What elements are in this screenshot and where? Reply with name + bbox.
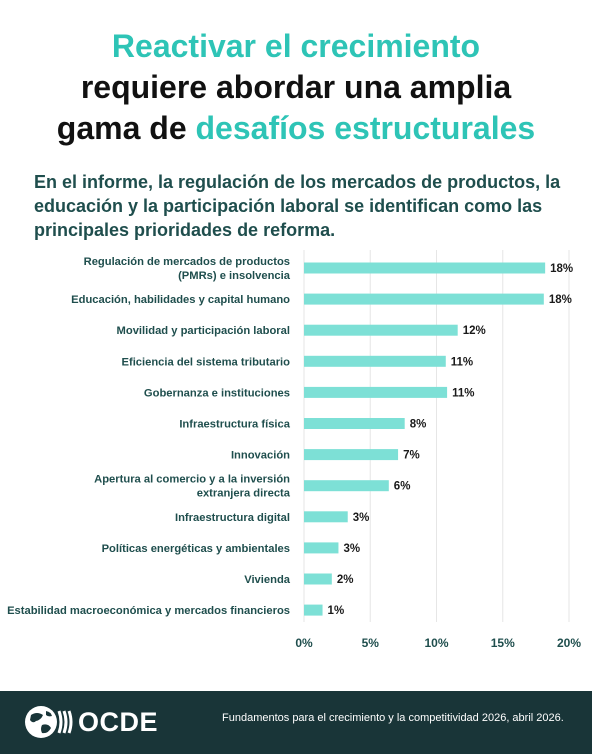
x-tick-label: 0% (295, 636, 313, 650)
bar (304, 324, 458, 336)
x-tick-label: 5% (362, 636, 380, 650)
bar (304, 511, 348, 523)
bar (304, 573, 332, 585)
chart-subtitle: En el informe, la regulación de los merc… (34, 172, 561, 240)
category-label: Movilidad y participación laboral (117, 325, 290, 337)
data-label: 6% (394, 481, 411, 493)
data-label: 11% (452, 387, 474, 399)
x-tick-label: 15% (491, 636, 515, 650)
oecd-logo: OCDE (22, 703, 158, 741)
bar (304, 418, 405, 429)
category-label: Gobernanza e instituciones (144, 387, 290, 399)
footer: OCDE Fundamentos para el crecimiento y l… (0, 691, 592, 754)
data-label: 18% (549, 294, 572, 306)
bar (304, 542, 339, 554)
x-tick-label: 20% (557, 636, 581, 650)
category-label: Regulación de mercados de productos (PMRs… (84, 256, 291, 282)
title-line-3-plain: gama de (56, 110, 196, 146)
category-label: Apertura al comercio y a la inversión ext… (94, 474, 291, 500)
bar (304, 293, 544, 305)
category-label: Políticas energéticas y ambientales (102, 543, 290, 555)
category-label: Vivienda (244, 574, 291, 586)
category-label: Eficiencia del sistema tributario (122, 356, 291, 368)
category-label: Estabilidad macroeconómica y mercados fi… (7, 605, 290, 617)
bar (304, 449, 399, 461)
data-label: 7% (403, 450, 420, 462)
category-label: Infraestructura digital (175, 512, 290, 524)
bar (304, 262, 546, 274)
title-line-2: requiere abordar una amplia (80, 69, 512, 105)
title-line-3: gama de desafíos estructurales (0, 108, 592, 149)
data-label: 3% (343, 543, 360, 555)
data-label: 18% (550, 263, 573, 275)
data-label: 8% (410, 419, 427, 431)
x-tick-label: 10% (424, 636, 448, 650)
bar (304, 604, 323, 616)
data-label: 1% (328, 605, 345, 617)
bar (304, 386, 448, 398)
globe-icon (25, 706, 73, 738)
bar (304, 355, 446, 367)
page-title: Reactivar el crecimiento requiere aborda… (0, 26, 592, 149)
category-label: Infraestructura física (179, 419, 290, 431)
bar (304, 480, 389, 492)
source-note: Fundamentos para el crecimiento y la com… (222, 712, 564, 724)
title-line-1: Reactivar el crecimiento (111, 28, 481, 64)
category-label: Innovación (231, 450, 290, 462)
data-label: 2% (337, 574, 354, 586)
category-label: Educación, habilidades y capital humano (71, 294, 290, 306)
title-line-3-accent: desafíos estructurales (195, 110, 536, 146)
data-label: 12% (463, 325, 486, 337)
bar-chart: 0% 5% 10% 15% 20% Regulación de mercados de p… (7, 250, 581, 650)
data-label: 3% (353, 512, 370, 524)
data-label: 11% (451, 356, 473, 368)
logo-text: OCDE (78, 706, 159, 737)
